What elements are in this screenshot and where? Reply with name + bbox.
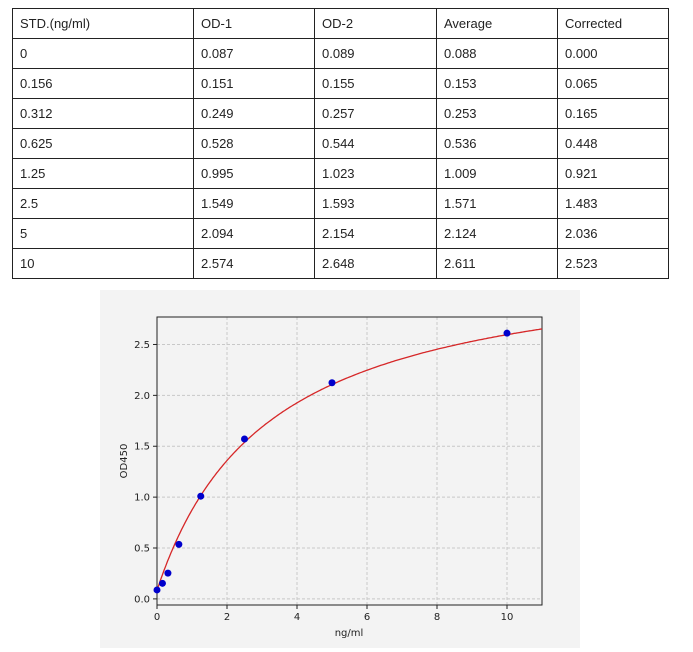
table-cell: 5 xyxy=(12,218,194,249)
data-point xyxy=(197,492,205,500)
table-cell: 0.312 xyxy=(12,98,194,129)
table-row: 0.625 0.528 0.544 0.536 0.448 xyxy=(12,128,669,159)
data-point xyxy=(328,379,336,387)
y-tick-label: 2.5 xyxy=(134,340,150,351)
table-cell: 1.25 xyxy=(12,158,194,189)
table-row: 1.25 0.995 1.023 1.009 0.921 xyxy=(12,158,669,189)
table-cell: 1.571 xyxy=(436,188,558,219)
table-cell: 0.156 xyxy=(12,68,194,99)
table-cell: 0.995 xyxy=(193,158,315,189)
table-cell: 0.625 xyxy=(12,128,194,159)
fit-curve xyxy=(156,328,543,591)
table-cell: 0.544 xyxy=(314,128,437,159)
table-cell: 0.065 xyxy=(557,68,669,99)
data-point xyxy=(241,435,248,443)
data-point xyxy=(158,579,166,587)
data-point xyxy=(503,329,511,337)
x-tick-label: 6 xyxy=(364,612,370,623)
header-cell: OD-1 xyxy=(193,8,315,39)
table-cell: 0.165 xyxy=(557,98,669,129)
table-cell: 2.574 xyxy=(193,248,315,279)
table-cell: 2.094 xyxy=(193,218,315,249)
table-row: 10 2.574 2.648 2.611 2.523 xyxy=(12,248,669,279)
table-cell: 2.648 xyxy=(314,248,437,279)
table-row: 0 0.087 0.089 0.088 0.000 xyxy=(12,38,669,69)
table-cell: 0.151 xyxy=(193,68,315,99)
table-cell: 0.257 xyxy=(314,98,437,129)
table-cell: 2.611 xyxy=(436,248,558,279)
x-tick-label: 10 xyxy=(501,612,514,623)
table-cell: 0.088 xyxy=(436,38,558,69)
data-point xyxy=(164,569,172,577)
y-tick-label: 1.5 xyxy=(134,442,150,453)
table-cell: 0.921 xyxy=(557,158,669,189)
table-cell: 1.593 xyxy=(314,188,437,219)
y-tick-label: 1.0 xyxy=(134,493,150,504)
y-axis-label: OD450 xyxy=(119,444,130,479)
x-tick-label: 4 xyxy=(294,612,300,623)
table-row: 2.5 1.549 1.593 1.571 1.483 xyxy=(12,188,669,219)
table-cell: 1.009 xyxy=(436,158,558,189)
table-cell: 0.536 xyxy=(436,128,558,159)
y-tick-label: 0.0 xyxy=(134,594,150,605)
y-tick-label: 0.5 xyxy=(134,544,150,555)
table-cell: 2.523 xyxy=(557,248,669,279)
chart-container: 0 2 4 6 8 10 0.0 0.5 1.0 1.5 2.0 2.5 ng/ml OD450 xyxy=(100,290,580,648)
x-tick-label: 2 xyxy=(224,612,230,623)
x-tick-label: 0 xyxy=(154,612,160,623)
table-cell: 2.036 xyxy=(557,218,669,249)
table-cell: 10 xyxy=(12,248,194,279)
standard-table: STD.(ng/ml) OD-1 OD-2 Average Corrected … xyxy=(12,8,669,279)
table-cell: 2.124 xyxy=(436,218,558,249)
table-header-row: STD.(ng/ml) OD-1 OD-2 Average Corrected xyxy=(12,8,669,39)
table-cell: 0 xyxy=(12,38,194,69)
table-cell: 0.253 xyxy=(436,98,558,129)
table-cell: 0.528 xyxy=(193,128,315,159)
table-cell: 1.483 xyxy=(557,188,669,219)
table-cell: 1.549 xyxy=(193,188,315,219)
table-cell: 0.089 xyxy=(314,38,437,69)
table-cell: 2.5 xyxy=(12,188,194,219)
header-cell: Average xyxy=(436,8,558,39)
table-cell: 0.087 xyxy=(193,38,315,69)
table-cell: 2.154 xyxy=(314,218,437,249)
table-row: 0.156 0.151 0.155 0.153 0.065 xyxy=(12,68,669,99)
table-cell: 1.023 xyxy=(314,158,437,189)
plot-frame xyxy=(156,316,543,606)
table-row: 5 2.094 2.154 2.124 2.036 xyxy=(12,218,669,249)
table-cell: 0.153 xyxy=(436,68,558,99)
table-cell: 0.155 xyxy=(314,68,437,99)
data-point xyxy=(175,540,183,548)
x-axis-label: ng/ml xyxy=(335,628,364,639)
table-row: 0.312 0.249 0.257 0.253 0.165 xyxy=(12,98,669,129)
header-cell: Corrected xyxy=(557,8,669,39)
y-tick-label: 2.0 xyxy=(134,391,150,402)
data-point xyxy=(153,586,161,594)
table-cell: 0.000 xyxy=(557,38,669,69)
header-cell: STD.(ng/ml) xyxy=(12,8,194,39)
x-tick-label: 8 xyxy=(434,612,440,623)
table-cell: 0.249 xyxy=(193,98,315,129)
header-cell: OD-2 xyxy=(314,8,437,39)
standard-curve-chart: 0 2 4 6 8 10 0.0 0.5 1.0 1.5 2.0 2.5 ng/ml OD450 xyxy=(119,316,543,639)
table-cell: 0.448 xyxy=(557,128,669,159)
